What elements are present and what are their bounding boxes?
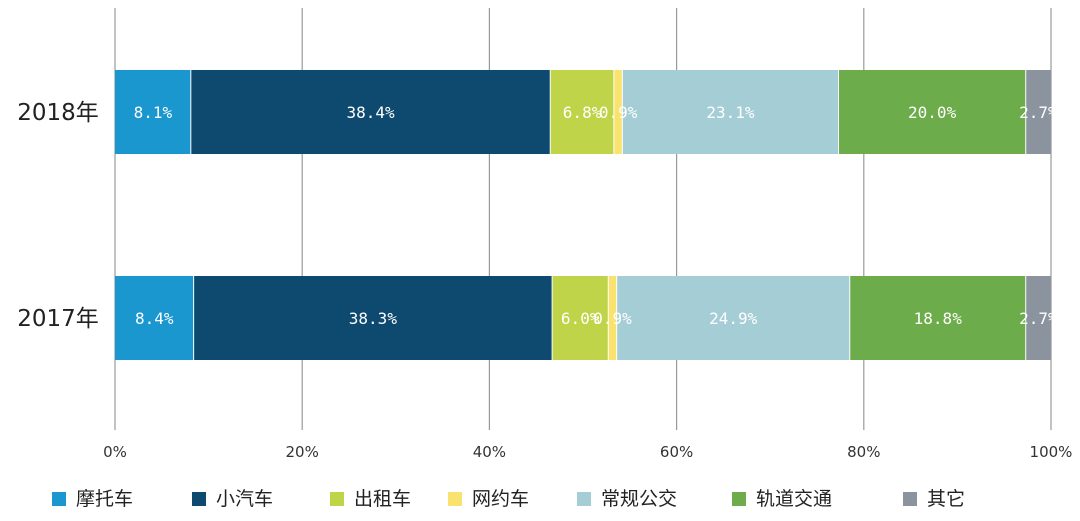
data-label: 8.4% bbox=[135, 309, 174, 328]
bar-segment bbox=[190, 70, 551, 154]
data-label: 18.8% bbox=[914, 309, 963, 328]
bar-segment bbox=[193, 276, 553, 360]
legend-item: 小汽车 bbox=[192, 488, 273, 510]
legend-label: 轨道交通 bbox=[756, 488, 832, 510]
legend-swatch bbox=[192, 492, 206, 506]
x-tick-label: 60% bbox=[660, 443, 693, 461]
category-labels: 2018年 2017年 bbox=[17, 100, 99, 332]
bar-segment bbox=[613, 70, 623, 154]
data-labels: 8.1% 38.4% 6.8%0.9% 23.1% 20.0% 2.7%8.4% 38.3%… bbox=[134, 103, 1058, 328]
bar-segment bbox=[616, 276, 850, 360]
data-label: 38.3% bbox=[349, 309, 398, 328]
legend: 摩托车 小汽车 出租车 网约车 常规公交 轨道交通 其它 bbox=[52, 488, 965, 510]
data-label: 2.7% bbox=[1019, 309, 1058, 328]
legend-swatch bbox=[732, 492, 746, 506]
legend-item: 出租车 bbox=[330, 488, 411, 510]
data-label: 2.7% bbox=[1019, 103, 1058, 122]
legend-label: 小汽车 bbox=[216, 488, 273, 510]
legend-label: 常规公交 bbox=[601, 488, 677, 510]
bar-segment bbox=[1025, 70, 1051, 154]
x-tick-label: 100% bbox=[1030, 443, 1073, 461]
legend-item: 常规公交 bbox=[577, 488, 677, 510]
bar-segment bbox=[622, 70, 839, 154]
legend-label: 出租车 bbox=[354, 488, 411, 510]
data-label: 0.9% bbox=[593, 309, 632, 328]
bar-segment bbox=[115, 70, 191, 154]
legend-label: 网约车 bbox=[472, 488, 529, 510]
bar-segment bbox=[552, 276, 609, 360]
bars bbox=[115, 70, 1051, 360]
legend-item: 网约车 bbox=[448, 488, 529, 510]
x-tick-label: 80% bbox=[847, 443, 880, 461]
data-label: 6.8% bbox=[563, 103, 602, 122]
bar-segment bbox=[1025, 276, 1051, 360]
bar-segment bbox=[115, 276, 194, 360]
x-axis-tick-labels: 0% 20% 40% 60% 80% 100% bbox=[103, 443, 1072, 461]
data-label: 23.1% bbox=[706, 103, 755, 122]
legend-label: 其它 bbox=[927, 488, 965, 510]
x-tick-label: 0% bbox=[103, 443, 127, 461]
legend-swatch bbox=[448, 492, 462, 506]
bar-segment bbox=[849, 276, 1026, 360]
data-label: 6.0% bbox=[561, 309, 600, 328]
bar-segment bbox=[608, 276, 617, 360]
category-label: 2017年 bbox=[17, 306, 99, 332]
legend-swatch bbox=[330, 492, 344, 506]
legend-swatch bbox=[577, 492, 591, 506]
data-label: 0.9% bbox=[599, 103, 638, 122]
category-label: 2018年 bbox=[17, 100, 99, 126]
bar-segment bbox=[838, 70, 1026, 154]
legend-swatch bbox=[903, 492, 917, 506]
x-tick-label: 20% bbox=[286, 443, 319, 461]
legend-swatch bbox=[52, 492, 66, 506]
legend-item: 轨道交通 bbox=[732, 488, 832, 510]
data-label: 38.4% bbox=[346, 103, 395, 122]
data-label: 20.0% bbox=[908, 103, 957, 122]
x-tick-label: 40% bbox=[473, 443, 506, 461]
legend-item: 摩托车 bbox=[52, 488, 133, 510]
data-label: 8.1% bbox=[134, 103, 173, 122]
data-label: 24.9% bbox=[709, 309, 758, 328]
legend-item: 其它 bbox=[903, 488, 965, 510]
bar-segment bbox=[550, 70, 614, 154]
legend-label: 摩托车 bbox=[76, 488, 133, 510]
